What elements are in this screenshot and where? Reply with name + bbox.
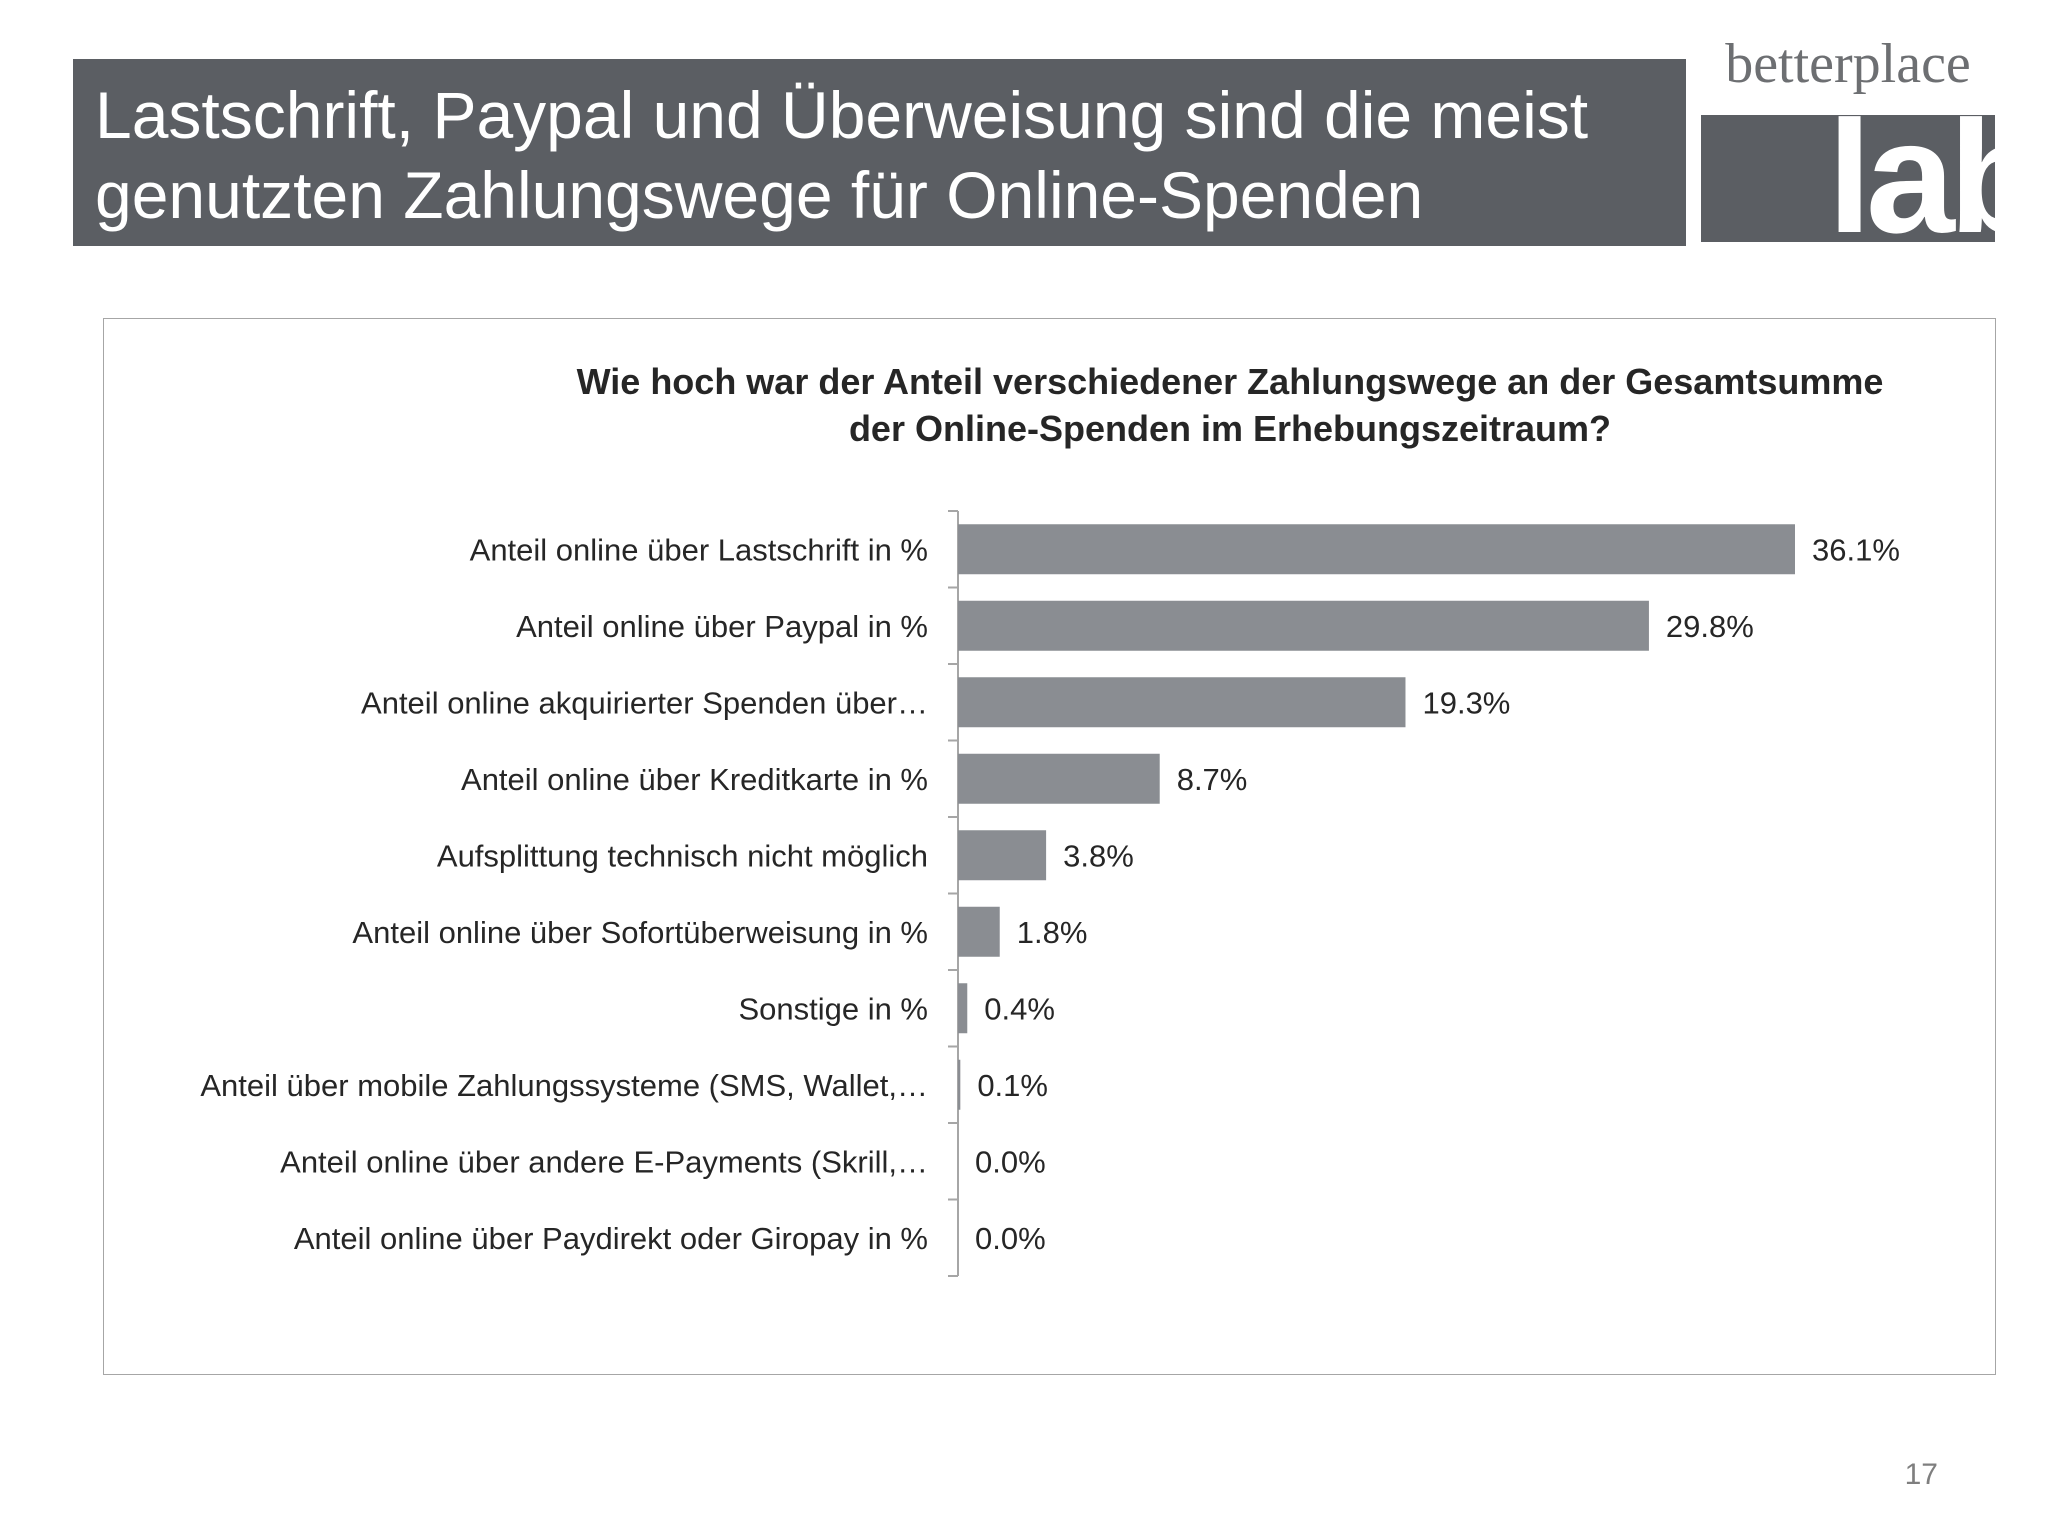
slide-title-line-1: Lastschrift, Paypal und Überweisung sind… [95,78,1589,152]
chart-frame [103,318,1996,1375]
chart-title: Wie hoch war der Anteil verschiedener Za… [495,358,1965,452]
value-label: 0.0% [975,1144,1046,1179]
bar [958,600,1649,651]
logo-top-text: betterplace [1725,40,1971,95]
chart-title-line-1: Wie hoch war der Anteil verschiedener Za… [576,361,1884,402]
value-label: 0.4% [984,991,1055,1026]
bar [958,753,1160,804]
category-label: Sonstige in % [738,991,928,1026]
bar [958,677,1406,728]
betterplace-lab-logo: betterplace lab [1701,40,1998,246]
page-number: 17 [1904,1458,1938,1491]
category-label: Anteil online über Kreditkarte in % [461,762,928,797]
bar [958,906,1000,957]
value-label: 8.7% [1177,762,1248,797]
value-label: 29.8% [1666,609,1754,644]
category-label: Anteil online über Sofortüberweisung in … [352,915,928,950]
chart-title-line-2: der Online-Spenden im Erhebungszeitraum? [848,408,1612,449]
slide-title-bar: Lastschrift, Paypal und Überweisung sind… [73,59,1686,246]
bar [958,830,1047,881]
value-label: 1.8% [1017,915,1088,950]
value-label: 3.8% [1063,838,1134,873]
category-label: Anteil online über Paydirekt oder Giropa… [294,1221,928,1256]
value-label: 19.3% [1422,685,1510,720]
category-label: Anteil online über Lastschrift in % [470,532,928,567]
category-label: Anteil online über andere E-Payments (Sk… [280,1144,928,1179]
category-label: Anteil online über Paypal in % [516,609,928,644]
slide-title-line-2: genutzten Zahlungswege für Online-Spende… [95,158,1424,232]
logo-bottom-text: lab [1827,87,1998,246]
value-label: 0.0% [975,1221,1046,1256]
bar [958,983,968,1034]
value-label: 36.1% [1812,532,1900,567]
bar [958,524,1795,575]
bar [958,1059,961,1110]
category-label: Anteil über mobile Zahlungssysteme (SMS,… [200,1068,928,1103]
value-label: 0.1% [977,1068,1048,1103]
logo-block [1701,115,1995,242]
category-label: Anteil online akquirierter Spenden über… [361,685,928,720]
category-label: Aufsplittung technisch nicht möglich [437,838,928,873]
